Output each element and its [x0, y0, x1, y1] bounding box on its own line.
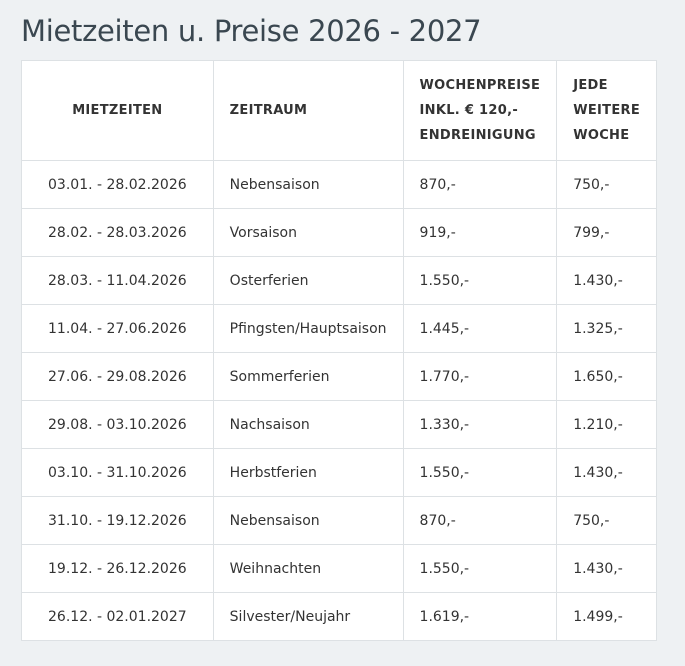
table-cell: Vorsaison — [212, 208, 404, 257]
table-row: 28.02. - 28.03.2026 Vorsaison 919,- 799,- — [21, 208, 657, 257]
table-cell: 870,- — [402, 160, 558, 209]
table-row: 29.08. - 03.10.2026 Nachsaison 1.330,- 1.21… — [21, 400, 657, 449]
page-title: Mietzeiten u. Preise 2026 - 2027 — [21, 14, 482, 48]
header-cell: WOCHENPREISE INKL. € 120,- ENDREINIGUNG — [402, 60, 558, 161]
table-cell: 1.619,- — [402, 592, 558, 641]
header-cell: ZEITRAUM — [212, 60, 404, 161]
table-cell: 1.330,- — [402, 400, 558, 449]
table-cell: 1.325,- — [556, 304, 657, 353]
table-cell: 919,- — [402, 208, 558, 257]
table-row: 03.10. - 31.10.2026 Herbstferien 1.550,- 1.… — [21, 448, 657, 497]
table-cell: 27.06. - 29.08.2026 — [21, 352, 214, 401]
table-row: 28.03. - 11.04.2026 Osterferien 1.550,- 1.4… — [21, 256, 657, 305]
table-cell: 750,- — [556, 496, 657, 545]
table-row: 19.12. - 26.12.2026 Weihnachten 1.550,- 1.4… — [21, 544, 657, 593]
table-cell: Silvester/Neujahr — [212, 592, 404, 641]
table-cell: 1.550,- — [402, 544, 558, 593]
table-cell: 1.770,- — [402, 352, 558, 401]
table-cell: 03.01. - 28.02.2026 — [21, 160, 214, 209]
table-cell: Nebensaison — [212, 496, 404, 545]
table-cell: 1.430,- — [556, 448, 657, 497]
table-cell: 1.650,- — [556, 352, 657, 401]
table-cell: 1.550,- — [402, 256, 558, 305]
table-cell: Pfingsten/Hauptsaison — [212, 304, 404, 353]
header-cell: MIETZEITEN — [21, 60, 214, 161]
table-cell: 1.499,- — [556, 592, 657, 641]
header-cell: JEDE WEITERE WOCHE — [556, 60, 657, 161]
table-cell: 1.430,- — [556, 544, 657, 593]
price-table: MIETZEITEN ZEITRAUM WOCHENPREISE INKL. € 1… — [21, 60, 657, 641]
table-cell: 750,- — [556, 160, 657, 209]
table-body: 03.01. - 28.02.2026 Nebensaison 870,- 750,-… — [21, 160, 657, 641]
table-cell: 19.12. - 26.12.2026 — [21, 544, 214, 593]
table-row: 03.01. - 28.02.2026 Nebensaison 870,- 750,- — [21, 160, 657, 209]
table-cell: 1.550,- — [402, 448, 558, 497]
table-cell: 28.02. - 28.03.2026 — [21, 208, 214, 257]
table-cell: Nebensaison — [212, 160, 404, 209]
table-cell: 31.10. - 19.12.2026 — [21, 496, 214, 545]
table-cell: Osterferien — [212, 256, 404, 305]
header-row: MIETZEITEN ZEITRAUM WOCHENPREISE INKL. € 1… — [21, 60, 657, 161]
table-row: 27.06. - 29.08.2026 Sommerferien 1.770,- 1.… — [21, 352, 657, 401]
table-cell: 28.03. - 11.04.2026 — [21, 256, 214, 305]
table-cell: 870,- — [402, 496, 558, 545]
table-cell: 11.04. - 27.06.2026 — [21, 304, 214, 353]
table-cell: 26.12. - 02.01.2027 — [21, 592, 214, 641]
table-row: 26.12. - 02.01.2027 Silvester/Neujahr 1.61… — [21, 592, 657, 641]
table-cell: 1.445,- — [402, 304, 558, 353]
table-cell: 03.10. - 31.10.2026 — [21, 448, 214, 497]
table-cell: Herbstferien — [212, 448, 404, 497]
table-cell: 1.210,- — [556, 400, 657, 449]
table-row: 31.10. - 19.12.2026 Nebensaison 870,- 750,- — [21, 496, 657, 545]
table-cell: 29.08. - 03.10.2026 — [21, 400, 214, 449]
table-row: 11.04. - 27.06.2026 Pfingsten/Hauptsaison… — [21, 304, 657, 353]
table-cell: 799,- — [556, 208, 657, 257]
table-cell: Nachsaison — [212, 400, 404, 449]
table-cell: Sommerferien — [212, 352, 404, 401]
table-cell: Weihnachten — [212, 544, 404, 593]
table-cell: 1.430,- — [556, 256, 657, 305]
